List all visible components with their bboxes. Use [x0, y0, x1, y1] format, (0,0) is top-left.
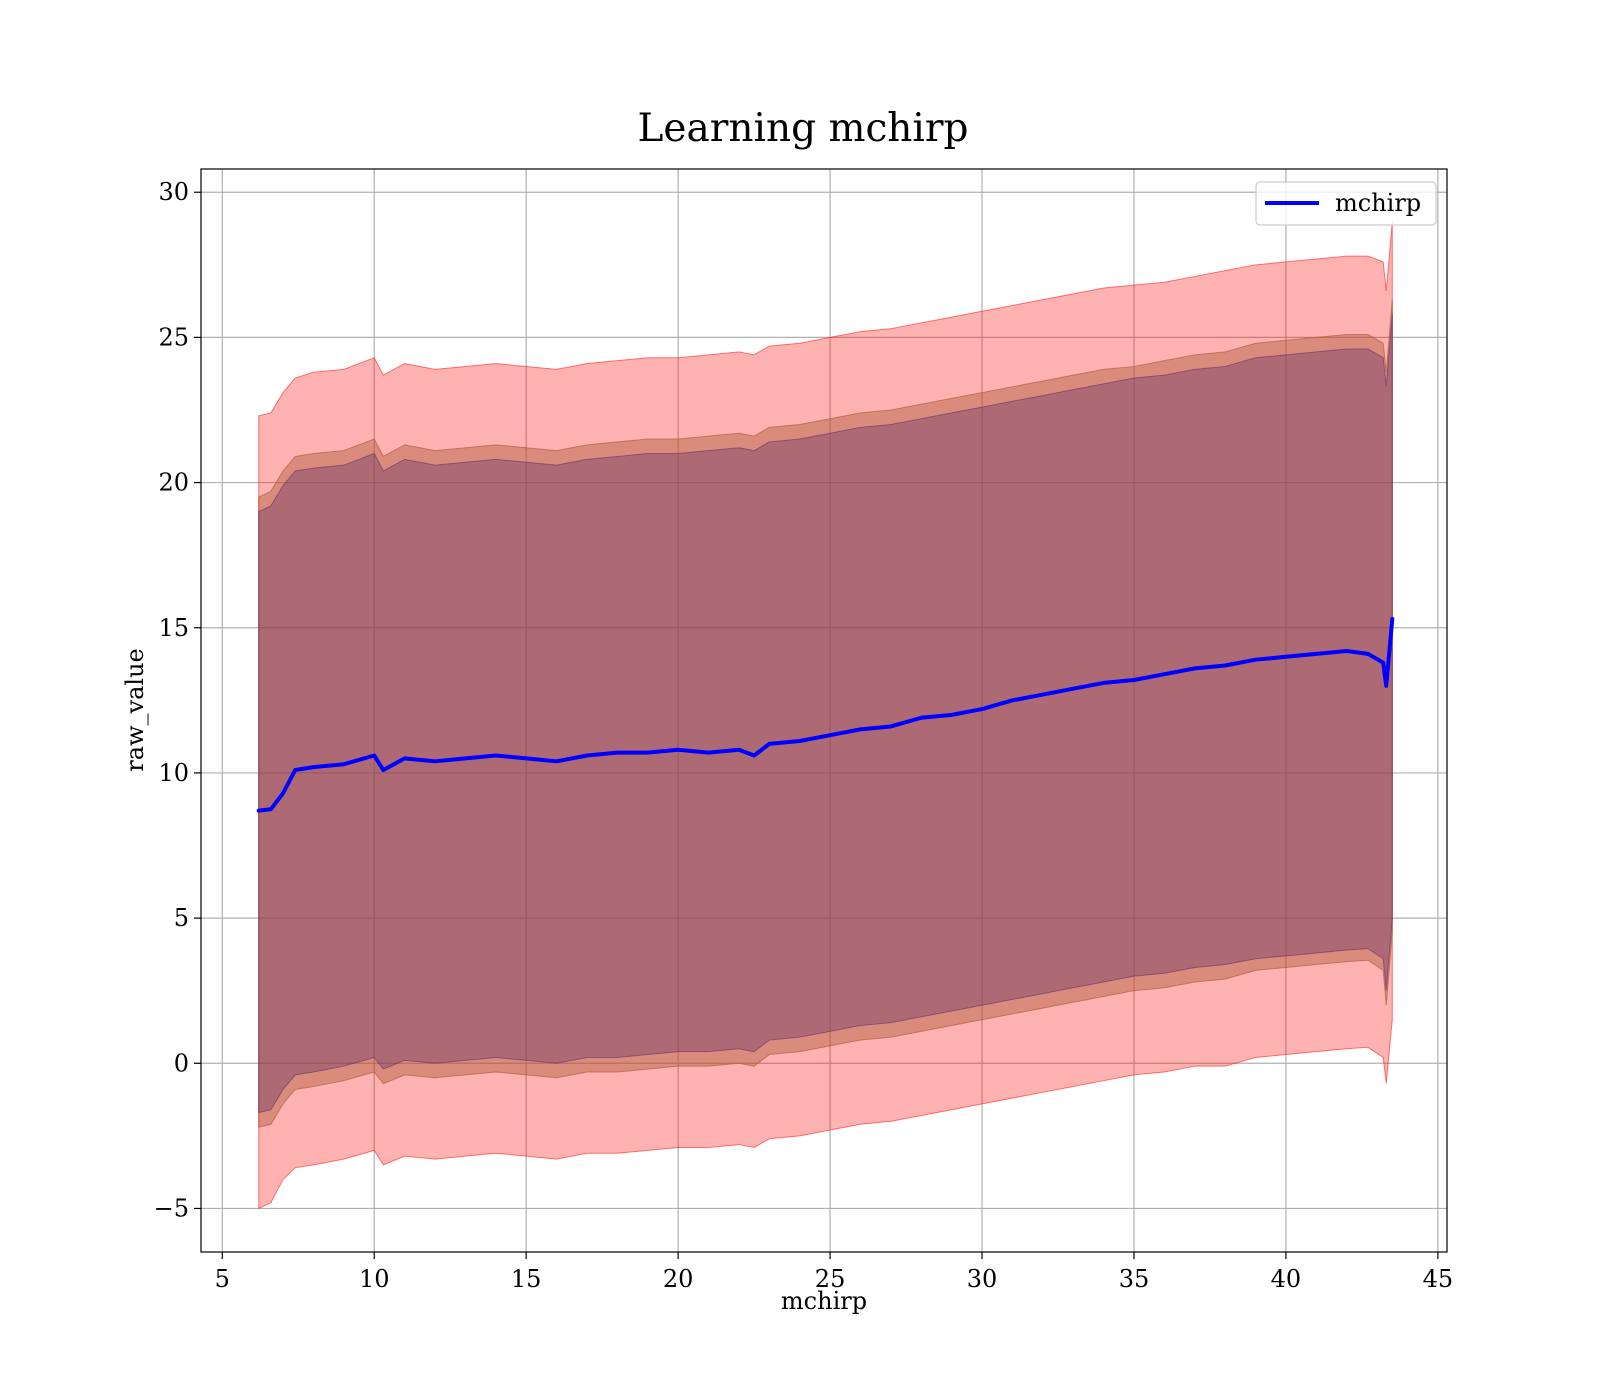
- x-tick-label: 15: [511, 1265, 542, 1293]
- legend-box: [1255, 181, 1437, 226]
- series-lines: [256, 617, 1395, 813]
- y-tick-label: 0: [174, 1049, 189, 1077]
- plot-frame: [200, 168, 1448, 1253]
- y-tick-label: 5: [174, 904, 189, 932]
- band-area-2: [258, 314, 1393, 1114]
- x-tick-label: 10: [359, 1265, 390, 1293]
- legend: mchirp: [1255, 181, 1437, 226]
- y-tick-label: 15: [158, 614, 189, 642]
- x-tick-label: 30: [967, 1265, 998, 1293]
- x-axis-label: mchirp: [781, 1287, 867, 1315]
- band-area-0: [258, 221, 1393, 1210]
- x-tick-label: 35: [1119, 1265, 1150, 1293]
- x-tick-label: 40: [1271, 1265, 1302, 1293]
- y-tick-label: −5: [154, 1194, 189, 1222]
- x-tick-label: 25: [815, 1265, 846, 1293]
- y-tick-label: 25: [158, 323, 189, 351]
- y-axis-label: raw_value: [121, 648, 149, 772]
- y-tick-label: 20: [158, 469, 189, 497]
- confidence-bands: [258, 221, 1393, 1210]
- y-axis-ticks: −5 0 5 10 15 20 25 30: [154, 178, 201, 1222]
- x-tick-label: 5: [215, 1265, 230, 1293]
- band-area-1: [258, 299, 1393, 1128]
- chart-title: Learning mchirp: [638, 106, 969, 151]
- y-tick-label: 10: [158, 759, 189, 787]
- grid: [201, 169, 1447, 1252]
- x-tick-label: 45: [1423, 1265, 1454, 1293]
- series-line-mchirp: [256, 617, 1395, 813]
- x-axis-ticks: 5 10 15 20 25 30 35 40 45: [215, 1252, 1454, 1293]
- x-tick-label: 20: [663, 1265, 694, 1293]
- y-tick-label: 30: [158, 178, 189, 206]
- legend-label-mchirp: mchirp: [1335, 189, 1421, 217]
